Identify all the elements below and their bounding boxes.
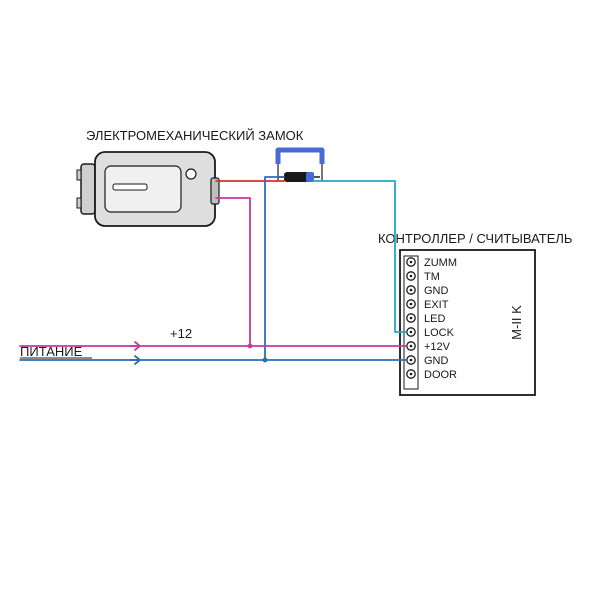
wire-magenta <box>216 198 406 346</box>
lock-title: ЭЛЕКТРОМЕХАНИЧЕСКИЙ ЗАМОК <box>86 128 304 143</box>
arrow-power <box>130 356 140 364</box>
wire-cyan <box>314 181 406 332</box>
pin-label-gnd: GND <box>424 285 449 297</box>
controller-model: M-II K <box>509 305 524 340</box>
pin-label-zumm: ZUMM <box>424 257 457 269</box>
pin-label-gnd: GND <box>424 355 449 367</box>
label-power: ПИТАНИЕ <box>20 344 83 359</box>
pin-label-+12v: +12V <box>424 341 451 353</box>
pin-label-led: LED <box>424 313 445 325</box>
label-plus12: +12 <box>170 326 192 341</box>
pin-label-lock: LOCK <box>424 327 455 339</box>
pin-label-door: DOOR <box>424 369 457 381</box>
arrow-plus12 <box>130 342 140 350</box>
pin-label-exit: EXIT <box>424 299 449 311</box>
controller-title: КОНТРОЛЛЕР / СЧИТЫВАТЕЛЬ <box>378 231 572 246</box>
wire-blue-drop <box>265 177 284 360</box>
pin-label-tm: TM <box>424 271 440 283</box>
lock-device <box>77 152 219 226</box>
